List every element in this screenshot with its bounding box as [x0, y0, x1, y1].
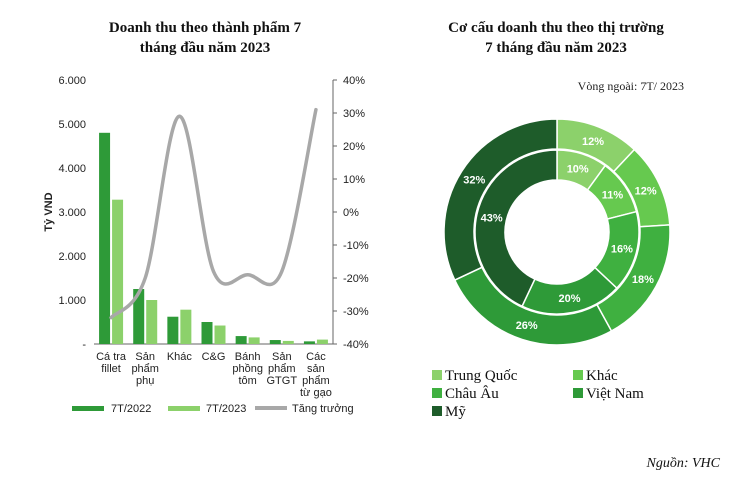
- outer-label-trung-quoc: 12%: [582, 136, 604, 148]
- category-label: Cá tra: [96, 351, 127, 363]
- outer-label-chau-au: 18%: [632, 274, 654, 286]
- category-label: sản: [307, 363, 325, 375]
- bar-7t2022: [303, 341, 315, 344]
- legend-swatch-growth: [255, 406, 287, 410]
- bar-7t2023: [214, 325, 226, 344]
- y2-tick-label: 30%: [343, 108, 365, 120]
- inner-label-viet-nam: 20%: [559, 293, 581, 305]
- donut-legend: Trung Quốc Khác Châu Âu Việt Nam Mỹ: [432, 368, 644, 420]
- legend-label-viet-nam: Việt Nam: [586, 386, 644, 402]
- category-label: phẩm: [302, 375, 330, 387]
- bar-7t2022: [235, 336, 247, 344]
- legend-swatch-trung-quoc: [432, 370, 442, 380]
- bar-chart-title-line1: Doanh thu theo thành phẩm 7: [109, 20, 302, 36]
- y-axis-label: Tỷ VND: [43, 192, 55, 231]
- y-tick-label: 1.000: [58, 295, 86, 307]
- legend-swatch-khac: [573, 370, 583, 380]
- y-tick-label: 6.000: [58, 75, 86, 87]
- legend-label-khac: Khác: [586, 368, 618, 384]
- donut-title-line2: 7 tháng đầu năm 2023: [485, 40, 627, 56]
- y-tick-label: 3.000: [58, 207, 86, 219]
- legend-label-my: Mỹ: [445, 404, 466, 420]
- category-label: fillet: [101, 363, 121, 375]
- legend-label-trung-quoc: Trung Quốc: [445, 368, 518, 384]
- category-label: phụ: [136, 375, 154, 387]
- y2-tick-label: 0%: [343, 207, 359, 219]
- bar-chart-title-line2: tháng đầu năm 2023: [140, 40, 270, 56]
- category-label: Sản: [272, 351, 292, 363]
- legend-swatch-my: [432, 406, 442, 416]
- bar-7t2022: [201, 322, 213, 344]
- bar-7t2023: [146, 300, 158, 344]
- category-label: phẩm: [268, 363, 296, 375]
- y2-axis-ticks: -40% -30% -20% -10% 0% 10% 20% 30% 40%: [333, 75, 369, 351]
- y2-tick-label: 10%: [343, 174, 365, 186]
- outer-slice-my: [443, 118, 558, 282]
- y-tick-label: 5.000: [58, 119, 86, 131]
- donut-rings: 12% 12% 18% 26% 32% 10% 11% 16% 20% 43%: [443, 118, 671, 346]
- legend-label-2022: 7T/2022: [111, 403, 151, 415]
- legend-label-growth: Tăng trưởng: [292, 403, 354, 415]
- y-tick-label: 2.000: [58, 251, 86, 263]
- bar-7t2022: [133, 289, 145, 344]
- category-label: phẩm: [131, 363, 159, 375]
- y2-tick-label: -10%: [343, 240, 369, 252]
- bar-7t2023: [180, 309, 192, 344]
- legend-swatch-viet-nam: [573, 388, 583, 398]
- legend-swatch-2022: [72, 406, 104, 411]
- growth-line: [109, 107, 318, 320]
- legend-label-2023: 7T/2023: [206, 403, 246, 415]
- bar-7t2022: [99, 132, 111, 344]
- bar-7t2023: [248, 337, 260, 344]
- bar-7t2022: [167, 316, 179, 344]
- category-label: GTGT: [267, 375, 298, 387]
- legend-label-chau-au: Châu Âu: [445, 385, 499, 402]
- legend-swatch-2023: [168, 406, 200, 411]
- donut-chart: Cơ cấu doanh thu theo thị trường 7 tháng…: [432, 20, 721, 471]
- outer-label-viet-nam: 26%: [516, 320, 538, 332]
- y2-tick-label: 20%: [343, 141, 365, 153]
- inner-label-my: 43%: [481, 212, 503, 224]
- donut-subtitle: Vòng ngoài: 7T/ 2023: [578, 79, 684, 93]
- bars-group: [99, 132, 328, 344]
- legend-swatch-chau-au: [432, 388, 442, 398]
- y-tick-label: 4.000: [58, 163, 86, 175]
- source-note: Nguồn: VHC: [646, 456, 721, 471]
- category-label: Các: [306, 351, 326, 363]
- bar-7t2023: [282, 340, 294, 344]
- inner-label-khac: 11%: [602, 189, 624, 201]
- bar-chart-legend: 7T/2022 7T/2023 Tăng trưởng: [72, 403, 354, 415]
- bar-7t2023: [112, 199, 124, 344]
- bar-chart: Doanh thu theo thành phẩm 7 tháng đầu nă…: [43, 20, 369, 415]
- inner-slice-my: [474, 149, 558, 308]
- category-label: Khác: [167, 351, 193, 363]
- category-label: phồng: [232, 363, 263, 375]
- outer-label-my: 32%: [463, 174, 485, 186]
- category-label: tôm: [238, 375, 256, 387]
- category-label: từ gạo: [300, 387, 332, 399]
- bar-7t2023: [316, 339, 328, 344]
- category-label: Bánh: [235, 351, 261, 363]
- inner-label-chau-au: 16%: [611, 244, 633, 256]
- y2-tick-label: -20%: [343, 273, 369, 285]
- category-label: Sản: [135, 351, 155, 363]
- donut-title-line1: Cơ cấu doanh thu theo thị trường: [448, 20, 664, 36]
- y2-tick-label: -30%: [343, 306, 369, 318]
- bar-7t2022: [269, 340, 281, 344]
- outer-label-khac: 12%: [635, 185, 657, 197]
- inner-label-trung-quoc: 10%: [567, 163, 589, 175]
- y2-tick-label: 40%: [343, 75, 365, 87]
- y-axis-ticks: - 1.000 2.000 3.000 4.000 5.000 6.000: [58, 75, 86, 351]
- y2-tick-label: -40%: [343, 339, 369, 351]
- category-label: C&G: [202, 351, 226, 363]
- y-tick-label: -: [82, 339, 86, 351]
